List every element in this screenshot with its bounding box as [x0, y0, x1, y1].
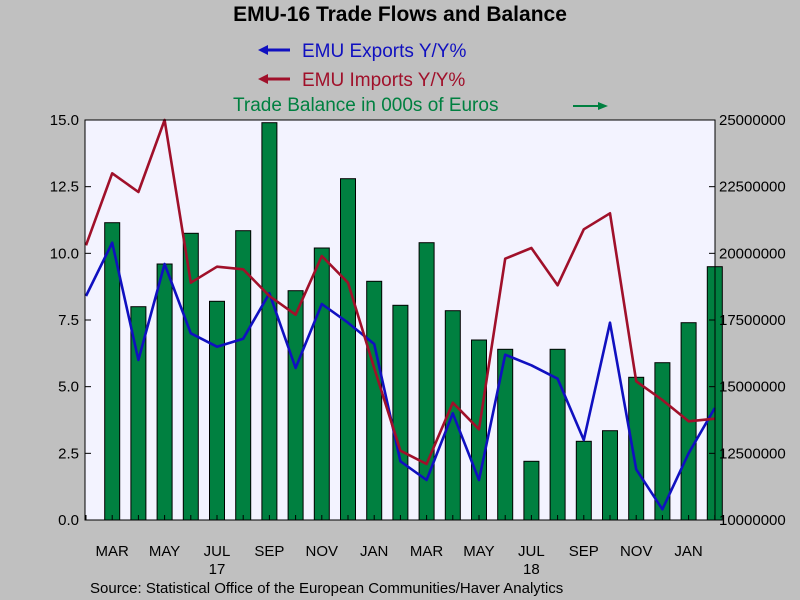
legend-imports-label: EMU Imports Y/Y%: [302, 70, 465, 91]
axes: 0.0 2.5 5.0 7.5 10.0 12.5 15.0 10000000 12500000…: [50, 112, 786, 578]
plot-border: [84, 119, 716, 521]
x-axis-month-label: MAY: [149, 543, 180, 560]
legend-balance-label: Trade Balance in 000s of Euros: [233, 95, 498, 116]
right-axis-tick-label: 25000000: [719, 112, 786, 129]
source-note: Source: Statistical Office of the Europe…: [90, 580, 563, 597]
imports-line: [84, 118, 715, 466]
balance-bar: [628, 376, 645, 521]
balance-bar: [156, 263, 173, 521]
x-axis-month-label: MAR: [410, 543, 444, 560]
right-axis-tick-label: 17500000: [719, 312, 786, 329]
x-axis-month-label: SEP: [569, 543, 599, 560]
x-axis-month-label: NOV: [620, 543, 653, 560]
x-axis-month-label: MAY: [463, 543, 494, 560]
x-axis-month-label: JAN: [360, 543, 388, 560]
x-axis-year-label: 18: [523, 561, 540, 578]
x-axis-year-label: 17: [209, 561, 226, 578]
legend-exports-label: EMU Exports Y/Y%: [302, 41, 466, 62]
balance-bar: [366, 280, 383, 521]
x-axis-month-label: SEP: [254, 543, 284, 560]
balance-bar: [287, 290, 304, 521]
balance-bar: [575, 440, 592, 521]
right-axis-tick-label: 20000000: [719, 245, 786, 262]
x-axis-month-label: JUL: [204, 543, 231, 560]
left-axis-tick-label: 0.0: [58, 512, 79, 529]
left-axis-tick-label: 2.5: [58, 445, 79, 462]
x-axis-month-label: JAN: [674, 543, 702, 560]
right-axis-tick-label: 15000000: [719, 379, 786, 396]
legend-balance: Trade Balance in 000s of Euros: [233, 95, 608, 116]
right-axis-tick-label: 12500000: [719, 445, 786, 462]
balance-bar: [602, 430, 618, 521]
balance-bar: [209, 300, 225, 521]
x-axis-month-label: MAR: [96, 543, 130, 560]
balance-bar: [392, 304, 409, 521]
balance-bar: [340, 178, 356, 521]
series-lines: [84, 118, 716, 511]
legend-balance-arrow-icon: [598, 102, 608, 110]
exports-line: [84, 241, 716, 511]
legend-exports: EMU Exports Y/Y%: [258, 41, 466, 62]
balance-bar: [523, 460, 540, 521]
x-axis-month-label: NOV: [306, 543, 339, 560]
legend-imports-arrow-icon: [258, 74, 268, 84]
left-axis-tick-label: 7.5: [58, 312, 79, 329]
left-axis-tick-label: 12.5: [50, 179, 79, 196]
left-axis-tick-label: 5.0: [58, 379, 79, 396]
chart-title: EMU-16 Trade Flows and Balance: [233, 3, 567, 26]
left-axis-tick-label: 10.0: [50, 245, 79, 262]
balance-bar: [313, 247, 330, 521]
legend-imports: EMU Imports Y/Y%: [258, 70, 465, 91]
right-axis-tick-label: 10000000: [719, 512, 786, 529]
left-axis-tick-label: 15.0: [50, 112, 79, 129]
x-axis-month-label: JUL: [518, 543, 545, 560]
legend: EMU Exports Y/Y% EMU Imports Y/Y% Trade …: [233, 41, 608, 116]
right-axis-tick-label: 22500000: [719, 179, 786, 196]
balance-bar: [261, 122, 278, 521]
legend-exports-arrow-icon: [258, 45, 268, 55]
